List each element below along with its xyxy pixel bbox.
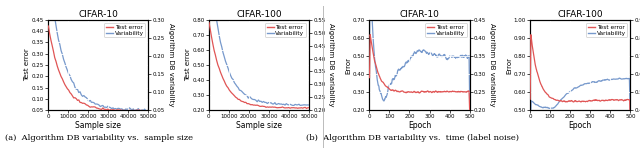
Y-axis label: Algorithm DB variability: Algorithm DB variability xyxy=(328,23,334,107)
Y-axis label: Error: Error xyxy=(506,56,512,74)
Title: CIFAR-10: CIFAR-10 xyxy=(78,10,118,19)
X-axis label: Epoch: Epoch xyxy=(408,121,431,130)
Y-axis label: Test error: Test error xyxy=(24,49,30,81)
Y-axis label: Algorithm DB variability: Algorithm DB variability xyxy=(168,23,173,107)
X-axis label: Sample size: Sample size xyxy=(76,121,121,130)
Title: CIFAR-100: CIFAR-100 xyxy=(236,10,282,19)
Legend: Test error, Variability: Test error, Variability xyxy=(265,23,306,37)
Text: (b)  Algorithm DB variability vs.  time (label noise): (b) Algorithm DB variability vs. time (l… xyxy=(307,134,519,142)
Y-axis label: Test error: Test error xyxy=(185,49,191,81)
X-axis label: Epoch: Epoch xyxy=(568,121,592,130)
Y-axis label: Error: Error xyxy=(346,56,351,74)
Legend: Test error, Variability: Test error, Variability xyxy=(586,23,627,37)
Title: CIFAR-100: CIFAR-100 xyxy=(557,10,603,19)
Legend: Test error, Variability: Test error, Variability xyxy=(104,23,145,37)
Y-axis label: Algorithm DB variability: Algorithm DB variability xyxy=(489,23,495,107)
Title: CIFAR-10: CIFAR-10 xyxy=(399,10,440,19)
Legend: Test error, Variability: Test error, Variability xyxy=(426,23,467,37)
X-axis label: Sample size: Sample size xyxy=(236,121,282,130)
Text: (a)  Algorithm DB variability vs.  sample size: (a) Algorithm DB variability vs. sample … xyxy=(5,134,193,142)
